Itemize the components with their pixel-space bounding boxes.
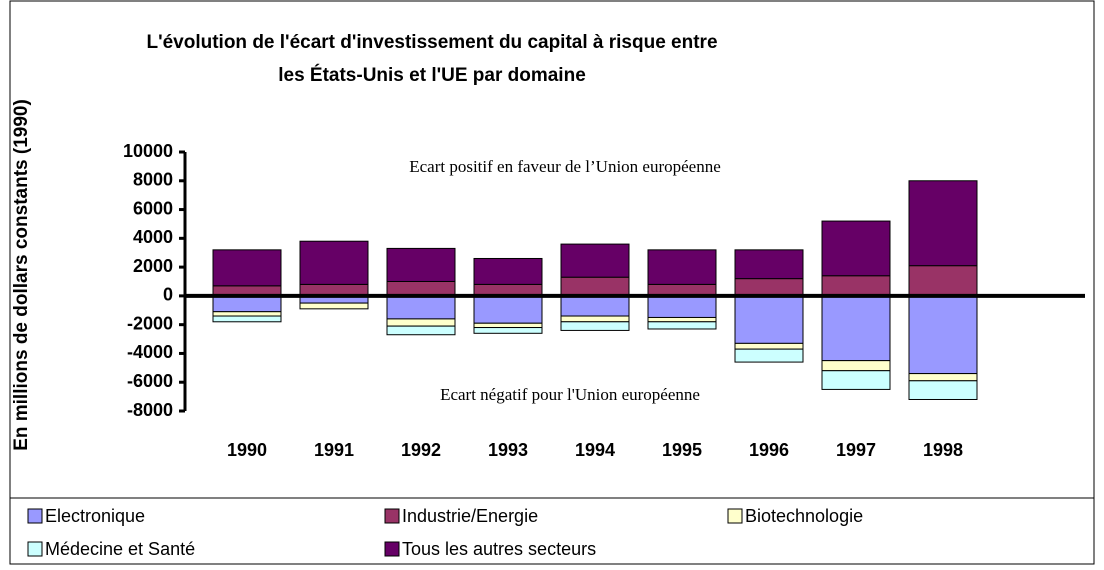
y-tick-label: 2000 [133,256,173,276]
bar-segment [908,295,978,375]
annotation: Ecart négatif pour l'Union européenne [440,385,700,404]
x-tick-label: 1993 [488,440,528,460]
bar-segment [299,302,369,310]
bar-segment [821,220,891,277]
y-tick-label: 6000 [133,198,173,218]
x-tick-label: 1991 [314,440,354,460]
legend-swatch [27,541,43,557]
chart-title: L'évolution de l'écart d'investissement … [146,32,717,53]
bar-segment [734,348,804,363]
y-tick-label: -2000 [127,313,173,333]
y-tick-label: 0 [163,285,173,305]
legend-swatch [384,541,400,557]
bar-segment [821,275,891,297]
legend-label: Industrie/Energie [402,506,538,526]
bar-segment [647,316,717,323]
legend-swatch [384,508,400,524]
y-tick-label: -6000 [127,371,173,391]
bar-segment [734,295,804,344]
bar-segment [473,322,543,329]
bar-segment [386,247,456,282]
x-tick-label: 1996 [749,440,789,460]
annotation: Ecart positif en faveur de l’Union europ… [409,157,721,176]
x-tick-label: 1992 [401,440,441,460]
chart-title: les États-Unis et l'UE par domaine [278,64,586,86]
bar-segment [212,295,282,313]
bar-segment [908,180,978,267]
bar-segment [386,318,456,327]
bar-segment [473,257,543,285]
y-tick-label: 8000 [133,170,173,190]
bar-segment [212,311,282,317]
legend-label: Médecine et Santé [45,539,195,559]
bar-segment [560,315,630,323]
y-axis-label: En millions de dollars constants (1990) [11,99,32,451]
bar-segment [299,240,369,285]
y-tick-label: 4000 [133,227,173,247]
bar-segment [908,380,978,400]
bar-segment [647,249,717,285]
bar-segment [821,295,891,362]
x-tick-label: 1990 [227,440,267,460]
legend-swatch [27,508,43,524]
x-tick-label: 1994 [575,440,615,460]
bar-segment [386,281,456,297]
legend-label: Biotechnologie [745,506,863,526]
y-tick-label: 10000 [123,141,173,161]
bar-segment [212,249,282,287]
bar-segment [473,327,543,334]
bar-segment [647,321,717,330]
bar-segment [647,295,717,318]
legend-label: Tous les autres secteurs [402,539,596,559]
bar-segment [908,373,978,382]
bar-segment [386,325,456,336]
y-tick-label: -4000 [127,342,173,362]
bar-segment [560,321,630,331]
bar-segment [908,265,978,297]
bar-segment [734,249,804,280]
bar-segment [734,278,804,297]
bar-segment [734,342,804,350]
bar-segment [386,295,456,320]
y-tick-label: -8000 [127,400,173,420]
x-tick-label: 1995 [662,440,702,460]
x-tick-label: 1997 [836,440,876,460]
legend-frame [9,497,1095,565]
bar-segment [560,276,630,297]
x-tick-label: 1998 [923,440,963,460]
legend-label: Electronique [45,506,145,526]
bar-segment [821,370,891,390]
bar-segment [821,360,891,372]
bar-segment [560,243,630,278]
bar-segment [212,315,282,323]
bar-segment [473,295,543,324]
legend-swatch [727,508,743,524]
bar-segment [560,295,630,317]
